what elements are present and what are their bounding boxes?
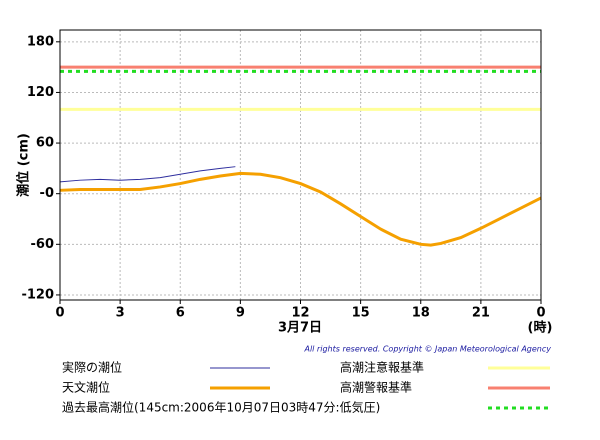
y-tick-label: 60 xyxy=(36,136,54,151)
x-tick-label: 18 xyxy=(412,306,430,321)
plot-border xyxy=(59,29,542,301)
x-tick-label: 3 xyxy=(116,306,125,321)
x-tick-label: 15 xyxy=(352,306,370,321)
y-tick-label: -60 xyxy=(31,237,55,252)
legend-label: 高潮注意報基準 xyxy=(340,360,424,375)
legend-label: 過去最高潮位(145cm:2006年10月07日03時47分:低気圧) xyxy=(62,400,380,415)
y-tick-label: 180 xyxy=(27,34,54,49)
y-tick-label: -120 xyxy=(21,287,54,302)
legend-label: 実際の潮位 xyxy=(62,360,122,375)
y-tick-label: -0 xyxy=(40,186,54,201)
series-line xyxy=(59,166,236,183)
x-tick-label: 9 xyxy=(236,306,245,321)
x-tick-label: 0 xyxy=(55,306,64,321)
x-tick-label: 12 xyxy=(291,306,309,321)
x-axis-label: (時) xyxy=(528,320,553,336)
legend-label: 天文潮位 xyxy=(62,380,110,395)
y-tick-label: 120 xyxy=(27,85,54,100)
y-axis-label: 潮位 (cm) xyxy=(16,133,32,197)
x-tick-label: 0 xyxy=(536,306,545,321)
legend-label: 高潮警報基準 xyxy=(340,380,412,395)
series-line xyxy=(59,171,542,247)
date-label: 3月7日 xyxy=(278,321,322,336)
x-tick-label: 21 xyxy=(472,306,490,321)
copyright: All rights reserved. Copyright © Japan M… xyxy=(303,345,551,354)
x-tick-label: 6 xyxy=(176,306,185,321)
